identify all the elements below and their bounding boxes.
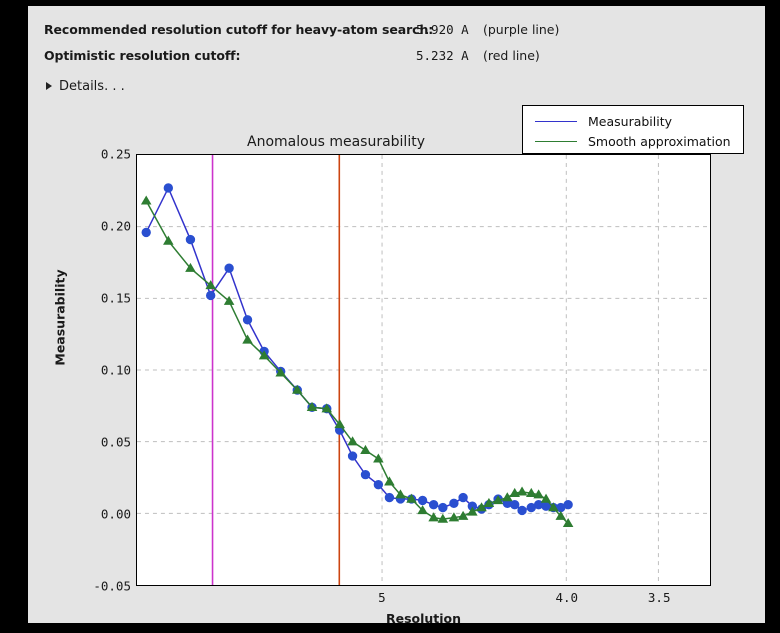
y-axis-label: Measurability xyxy=(52,269,68,366)
data-point xyxy=(185,262,196,272)
data-point xyxy=(347,436,358,446)
data-point xyxy=(438,502,448,513)
data-point xyxy=(275,367,286,377)
data-point xyxy=(510,500,520,510)
x-tick-label: 5 xyxy=(378,590,386,605)
data-point xyxy=(384,492,395,503)
x-tick-label: 3.5 xyxy=(647,590,671,605)
data-point xyxy=(140,195,152,205)
data-point xyxy=(321,403,333,413)
data-point xyxy=(373,479,384,490)
data-point xyxy=(334,419,345,429)
recommended-cutoff-row: Recommended resolution cutoff for heavy-… xyxy=(28,22,765,44)
y-tick-label: 0.05 xyxy=(100,434,131,450)
data-point xyxy=(540,493,552,503)
triangle-right-icon[interactable] xyxy=(46,82,52,90)
series-line-1 xyxy=(145,200,569,524)
optimistic-cutoff-note: (red line) xyxy=(483,48,540,63)
data-point xyxy=(448,512,460,522)
data-point xyxy=(492,495,504,505)
data-point xyxy=(406,493,417,503)
data-point xyxy=(517,505,527,516)
chart-container: Anomalous measurability Measurability Sm… xyxy=(28,98,765,626)
y-tick-label: -0.05 xyxy=(93,578,131,594)
data-point xyxy=(242,315,253,325)
data-point xyxy=(516,486,528,496)
data-point xyxy=(384,476,395,486)
details-label: Details. . . xyxy=(59,78,125,94)
chart-legend: Measurability Smooth approximation xyxy=(522,105,744,154)
data-point xyxy=(562,517,574,528)
data-point xyxy=(224,263,234,273)
data-point xyxy=(223,295,235,305)
data-point xyxy=(509,487,520,497)
recommended-cutoff-value: 5.920 A xyxy=(416,22,469,37)
legend-swatch-line xyxy=(535,120,577,122)
legend-label: Smooth approximation xyxy=(588,133,731,149)
recommended-cutoff-note: (purple line) xyxy=(483,22,560,37)
x-tick-label: 4.0 xyxy=(555,590,579,605)
recommended-cutoff-label: Recommended resolution cutoff for heavy-… xyxy=(44,22,434,37)
data-point xyxy=(467,506,478,516)
chart-svg xyxy=(137,155,710,585)
data-point xyxy=(548,502,559,512)
data-point xyxy=(533,489,544,499)
data-point xyxy=(163,235,174,245)
data-point xyxy=(242,334,253,344)
y-tick-label: 0.00 xyxy=(100,506,131,522)
data-point xyxy=(417,505,428,515)
dialog-panel: Recommended resolution cutoff for heavy-… xyxy=(28,6,765,626)
data-point xyxy=(457,510,469,520)
data-point xyxy=(360,444,371,454)
x-axis-label: Resolution xyxy=(385,611,462,626)
data-point xyxy=(428,500,439,510)
data-point xyxy=(483,497,495,507)
data-point xyxy=(306,401,318,411)
optimistic-cutoff-label: Optimistic resolution cutoff: xyxy=(44,48,241,63)
y-tick-label: 0.15 xyxy=(100,290,131,306)
chart-plot-area xyxy=(136,154,711,586)
data-point xyxy=(185,234,196,245)
data-point xyxy=(437,513,449,523)
data-point xyxy=(373,453,384,463)
data-point xyxy=(417,495,428,506)
x-axis-ticks: 5 4.0 3.5 xyxy=(136,590,711,610)
legend-label: Measurability xyxy=(588,113,673,129)
data-point xyxy=(449,498,459,508)
optimistic-cutoff-row: Optimistic resolution cutoff: 5.232 A (r… xyxy=(28,48,765,70)
chart-title: Anomalous measurability xyxy=(247,134,425,150)
data-point xyxy=(395,489,406,499)
legend-item-measurability: Measurability xyxy=(523,111,743,131)
y-tick-label: 0.10 xyxy=(100,362,131,378)
y-axis-ticks: -0.05 0.00 0.05 0.10 0.15 0.20 0.25 xyxy=(68,147,131,594)
data-point xyxy=(205,280,216,290)
data-point xyxy=(360,469,371,480)
data-point xyxy=(292,384,303,394)
data-point xyxy=(458,492,468,503)
data-point xyxy=(428,512,439,522)
legend-swatch-line xyxy=(535,140,577,142)
y-tick-label: 0.20 xyxy=(100,218,131,234)
data-point xyxy=(206,290,216,301)
data-point xyxy=(258,350,270,360)
series-line-0 xyxy=(145,186,569,512)
data-point xyxy=(555,510,567,520)
data-point xyxy=(563,500,573,510)
data-point xyxy=(163,183,174,193)
data-point xyxy=(141,227,151,238)
details-disclosure[interactable]: Details. . . xyxy=(46,76,125,96)
data-point xyxy=(526,487,537,497)
legend-item-smooth-approximation: Smooth approximation xyxy=(523,131,743,151)
y-tick-label: 0.25 xyxy=(100,146,131,162)
optimistic-cutoff-value: 5.232 A xyxy=(416,48,469,63)
data-point xyxy=(347,451,358,461)
